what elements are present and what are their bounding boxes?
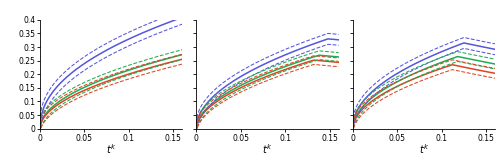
X-axis label: $t^k$: $t^k$ xyxy=(418,143,430,156)
X-axis label: $t^k$: $t^k$ xyxy=(106,143,117,156)
X-axis label: $t^k$: $t^k$ xyxy=(262,143,273,156)
